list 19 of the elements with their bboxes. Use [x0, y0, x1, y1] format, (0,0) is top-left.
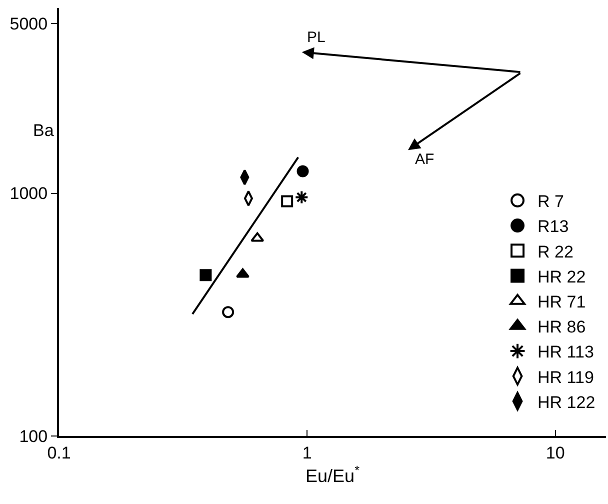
x-tick-label: 10	[546, 443, 565, 462]
legend-label: HR 122	[538, 392, 596, 412]
y-tick-label: 5000	[10, 14, 48, 34]
legend-label: HR 86	[538, 318, 586, 337]
legend-label: R 22	[538, 242, 574, 262]
y-tick-label: 1000	[10, 184, 48, 204]
x-axis-title: Eu/Eu$^{*}$	[306, 463, 360, 486]
legend-label: R 7	[538, 192, 564, 212]
legend-label: HR 113	[538, 342, 594, 362]
annotation: AF	[415, 151, 434, 168]
annotation: PL	[307, 29, 326, 46]
y-tick-label: 100	[19, 426, 48, 446]
x-tick-label: 0.1	[47, 443, 71, 462]
x-tick-label: 1	[302, 443, 312, 462]
legend-label: HR 119	[538, 368, 594, 387]
legend-label: R13	[538, 217, 569, 236]
y-axis-title: Ba	[33, 121, 54, 140]
legend-label: HR 71	[538, 292, 586, 312]
legend-label: HR 22	[538, 267, 586, 286]
